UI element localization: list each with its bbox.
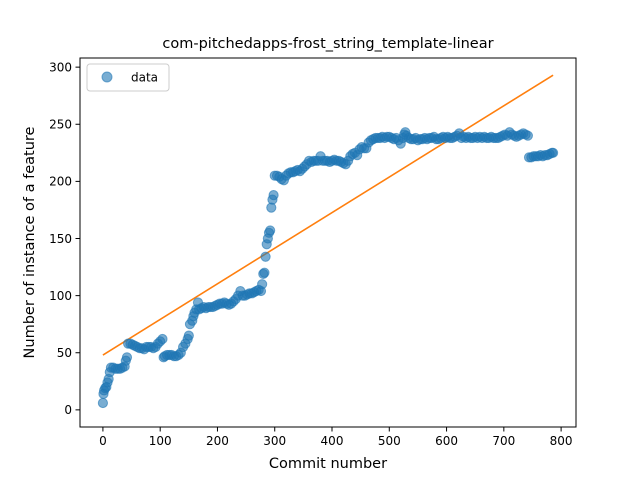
data-point [121, 352, 133, 363]
fit-line [102, 74, 554, 356]
data-point [522, 130, 533, 141]
data-point [260, 251, 271, 262]
x-axis-ticks: 0 100 200 300 400 500 600 700 800 [99, 427, 573, 448]
data-point [257, 279, 268, 290]
fit-line-layer [102, 74, 554, 356]
y-axis-label: Number of instance of a feature [22, 126, 38, 358]
data-point [183, 330, 194, 341]
x-tick-label: 600 [435, 434, 458, 448]
y-axis-ticks: 0 50 100 150 200 250 300 [49, 60, 80, 417]
x-axis-label: Commit number [269, 456, 387, 472]
data-point [97, 397, 109, 409]
data-point [259, 267, 270, 278]
y-tick-label: 50 [57, 346, 72, 360]
x-tick-label: 500 [378, 434, 401, 448]
x-tick-label: 200 [206, 434, 229, 448]
y-tick-label: 250 [49, 118, 72, 132]
chart-title: com-pitchedapps-frost_string_template-li… [162, 36, 493, 52]
legend-label-data: data [131, 71, 158, 85]
y-tick-label: 200 [49, 175, 72, 189]
legend-box [86, 63, 170, 92]
x-tick-label: 400 [321, 434, 344, 448]
data-point [265, 225, 276, 236]
x-tick-label: 800 [550, 434, 573, 448]
scatter-points [97, 127, 559, 409]
y-tick-label: 300 [49, 60, 72, 74]
data-point [157, 333, 168, 345]
legend-marker-data [101, 71, 113, 83]
x-tick-label: 700 [492, 434, 515, 448]
data-point [547, 147, 559, 158]
legend: data [86, 63, 170, 92]
x-tick-label: 300 [263, 434, 286, 448]
y-tick-label: 100 [49, 289, 72, 303]
x-tick-label: 100 [149, 434, 172, 448]
y-tick-label: 150 [49, 232, 72, 246]
plot-frame [79, 57, 577, 428]
data-point [268, 189, 279, 201]
y-tick-label: 0 [64, 403, 72, 417]
x-tick-label: 0 [99, 434, 107, 448]
